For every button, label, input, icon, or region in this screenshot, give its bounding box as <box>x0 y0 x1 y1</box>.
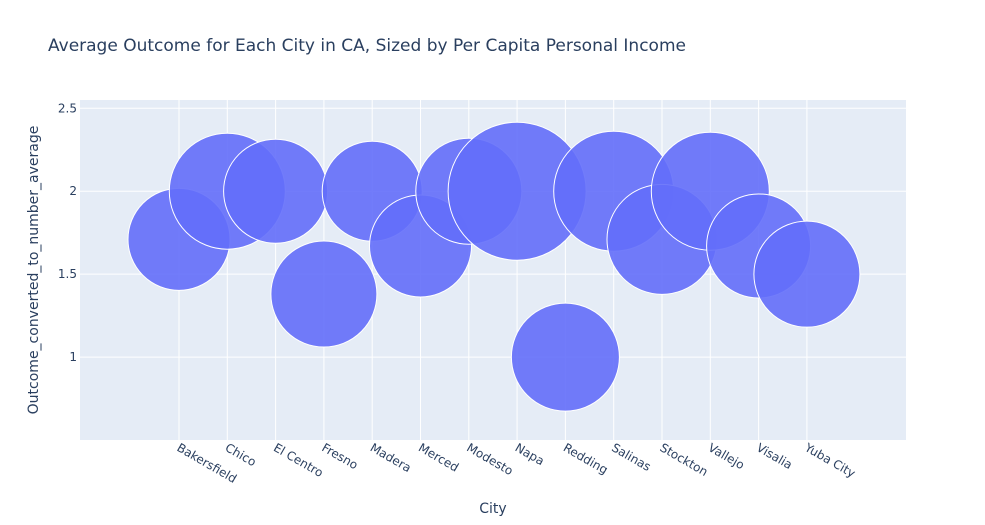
x-tick-label: El Centro <box>271 440 325 480</box>
x-tick-label: Redding <box>561 440 610 477</box>
x-tick-label: Yuba City <box>802 440 858 481</box>
bubble[interactable] <box>753 220 861 328</box>
bubble[interactable] <box>510 302 620 412</box>
x-tick-label: Merced <box>416 440 461 474</box>
x-tick-label: Chico <box>223 440 259 469</box>
y-axis: 1 1.5 2 2.5 <box>58 101 77 364</box>
x-tick-label: Stockton <box>658 440 711 479</box>
x-tick-label: Vallejo <box>706 440 747 472</box>
x-tick-label: Salinas <box>609 440 653 474</box>
x-axis-title: City <box>479 501 506 517</box>
x-tick-label: Visalia <box>754 440 795 472</box>
x-tick-label: Madera <box>368 440 414 475</box>
bubble[interactable] <box>223 138 329 244</box>
y-tick-label: 2 <box>69 184 77 198</box>
y-tick-label: 2.5 <box>58 101 77 115</box>
y-tick-label: 1 <box>69 350 77 364</box>
x-tick-label: Napa <box>513 440 547 468</box>
bubbles <box>127 121 861 412</box>
y-tick-label: 1.5 <box>58 267 77 281</box>
chart-title: Average Outcome for Each City in CA, Siz… <box>48 36 686 56</box>
x-tick-label: Modesto <box>464 440 515 478</box>
bubble[interactable] <box>270 240 378 348</box>
y-axis-title: Outcome_converted_to_number_average <box>26 126 42 415</box>
